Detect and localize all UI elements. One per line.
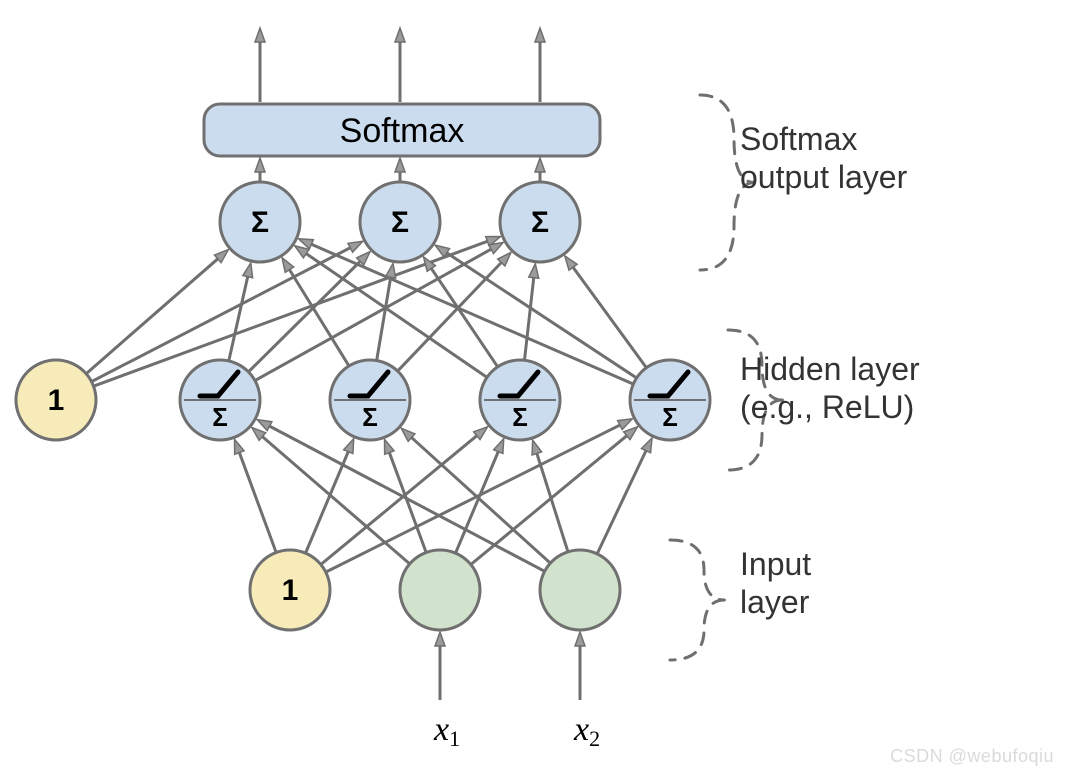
input-node (400, 550, 480, 630)
arrow (565, 256, 647, 368)
arrow (532, 440, 568, 552)
nn-diagram: Softmax Σ Σ Σ 1 Σ Σ Σ Σ 1 x1 x2 Softmaxoutput layer H… (0, 0, 1072, 777)
arrow (395, 28, 405, 102)
arrow (229, 263, 253, 361)
label-input-layer: Inputlayer (740, 546, 811, 620)
bias-label: 1 (48, 384, 65, 417)
label-hidden-layer: Hidden layer(e.g., ReLU) (740, 351, 920, 425)
arrow (435, 632, 445, 700)
sigma-label: Σ (212, 402, 228, 432)
arrow (255, 158, 265, 182)
sigma-label: Σ (391, 206, 409, 239)
watermark: CSDN @webufoqiu (890, 746, 1054, 767)
sigma-label: Σ (251, 206, 269, 239)
brace-input (670, 540, 724, 660)
arrow (385, 439, 427, 552)
softmax-label: Softmax (340, 112, 465, 150)
arrow (395, 158, 405, 182)
arrow (94, 236, 501, 386)
input-var-label: x2 (573, 711, 600, 751)
arrow (255, 28, 265, 102)
input-node (540, 550, 620, 630)
arrow (535, 158, 545, 182)
sigma-label: Σ (362, 402, 378, 432)
bias-label: 1 (282, 574, 299, 607)
sigma-label: Σ (662, 402, 678, 432)
sigma-label: Σ (512, 402, 528, 432)
input-var-label: x1 (433, 711, 460, 751)
arrow (575, 632, 585, 700)
sigma-label: Σ (531, 206, 549, 239)
arrow (423, 257, 497, 367)
arrow (295, 246, 487, 378)
arrow (535, 28, 545, 102)
label-softmax-layer: Softmaxoutput layer (740, 121, 908, 195)
arrow (86, 250, 228, 374)
arrow (235, 439, 277, 552)
